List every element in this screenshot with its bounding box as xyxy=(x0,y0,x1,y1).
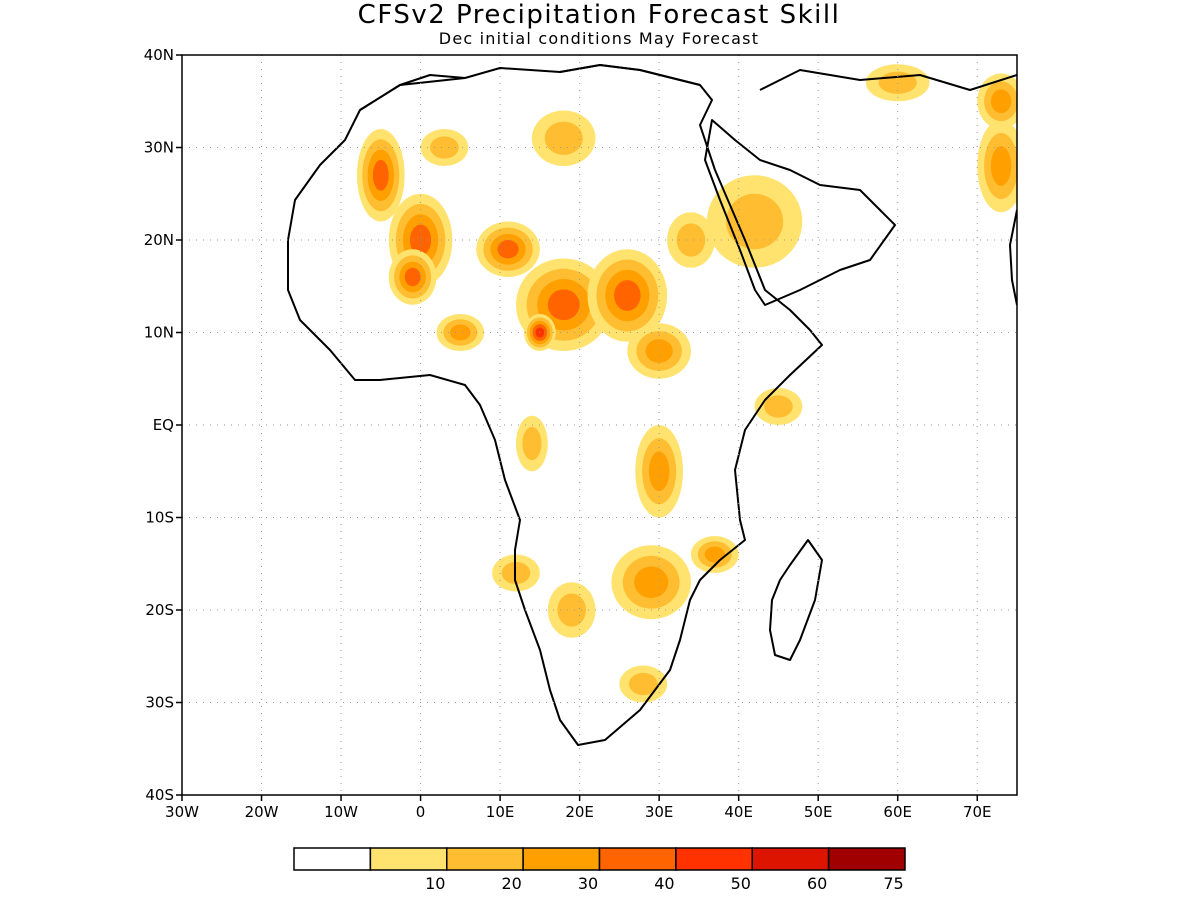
colorbar-tick-label: 60 xyxy=(807,874,827,893)
skill-contour-9-30 xyxy=(648,451,670,492)
lat-tick-label: 30N xyxy=(144,139,174,157)
skill-contour-23-20 xyxy=(676,223,706,257)
colorbar-tick-label: 40 xyxy=(654,874,674,893)
lon-tick-label: 30E xyxy=(645,803,674,821)
lon-tick-label: 50E xyxy=(804,803,833,821)
colorbar-tick-label: 10 xyxy=(425,874,445,893)
skill-contour-3-40 xyxy=(497,240,519,259)
skill-contour-6-40 xyxy=(614,280,641,311)
colorbar-swatch xyxy=(446,847,524,871)
lat-tick-label: 10S xyxy=(145,509,174,527)
colorbar-swatch xyxy=(675,847,753,871)
skill-contour-4-40 xyxy=(547,289,580,321)
skill-contour-7-30 xyxy=(645,339,673,363)
skill-contour-18-30 xyxy=(990,146,1012,186)
lat-tick-label: 30S xyxy=(145,694,174,712)
madagascar-coastline xyxy=(769,539,823,661)
northern-coastline xyxy=(359,64,1017,111)
lat-tick-label: 40S xyxy=(145,786,174,804)
skill-contour-2-40 xyxy=(404,267,421,287)
colorbar-swatch xyxy=(522,847,601,871)
lon-tick-label: 70E xyxy=(963,803,992,821)
lat-tick-label: 10N xyxy=(144,324,174,342)
skill-contour-10-30 xyxy=(704,546,726,563)
india-coastline xyxy=(1009,209,1017,306)
colorbar-swatch xyxy=(827,847,906,871)
colorbar-swatch xyxy=(369,847,448,871)
lon-tick-label: 60E xyxy=(883,803,912,821)
graticule xyxy=(182,55,1017,795)
lat-tick-label: 20S xyxy=(145,601,174,619)
skill-contour-12-20 xyxy=(557,593,586,627)
colorbar-tick-label: 30 xyxy=(578,874,598,893)
lon-tick-label: 30W xyxy=(165,803,199,821)
skill-contour-17-20 xyxy=(430,136,459,159)
lon-tick-label: 20E xyxy=(565,803,594,821)
skill-contour-19-30 xyxy=(990,89,1012,114)
skill-contour-16-20 xyxy=(544,121,583,155)
skill-contour-21-20 xyxy=(522,426,542,461)
lon-tick-label: 0 xyxy=(416,803,426,821)
lon-tick-label: 10E xyxy=(486,803,515,821)
lon-tick-label: 40E xyxy=(724,803,753,821)
lat-tick-label: 40N xyxy=(144,46,174,64)
africa-coastline xyxy=(287,64,823,746)
skill-contour-8-30 xyxy=(450,324,471,341)
skill-contour-0-40 xyxy=(372,159,389,191)
colorbar-tick-label: 50 xyxy=(731,874,751,893)
colorbar-swatch xyxy=(751,847,830,871)
colorbar-tick-label: 20 xyxy=(501,874,521,893)
coastlines xyxy=(287,64,1017,746)
skill-contour-14-20 xyxy=(628,672,658,696)
lon-tick-label: 10W xyxy=(324,803,358,821)
colorbar-swatch xyxy=(293,847,372,871)
arabian-peninsula-coastline xyxy=(704,119,896,306)
skill-contour-11-30 xyxy=(634,566,669,599)
figure-title: CFSv2 Precipitation Forecast Skill xyxy=(358,0,841,30)
colorbar-swatch xyxy=(598,847,677,871)
colorbar: 10 20 30 40 50 60 75 xyxy=(293,847,906,893)
colorbar-tick-label: 75 xyxy=(883,874,903,893)
skill-shading xyxy=(356,64,1017,703)
skill-contour-20-20 xyxy=(764,395,793,418)
skill-contour-15-20 xyxy=(725,193,784,250)
lon-tick-label: 20W xyxy=(245,803,279,821)
lat-tick-label: EQ xyxy=(153,416,174,434)
lat-tick-label: 20N xyxy=(144,231,174,249)
map-frame xyxy=(181,54,1018,796)
figure-subtitle: Dec initial conditions May Forecast xyxy=(439,29,759,48)
